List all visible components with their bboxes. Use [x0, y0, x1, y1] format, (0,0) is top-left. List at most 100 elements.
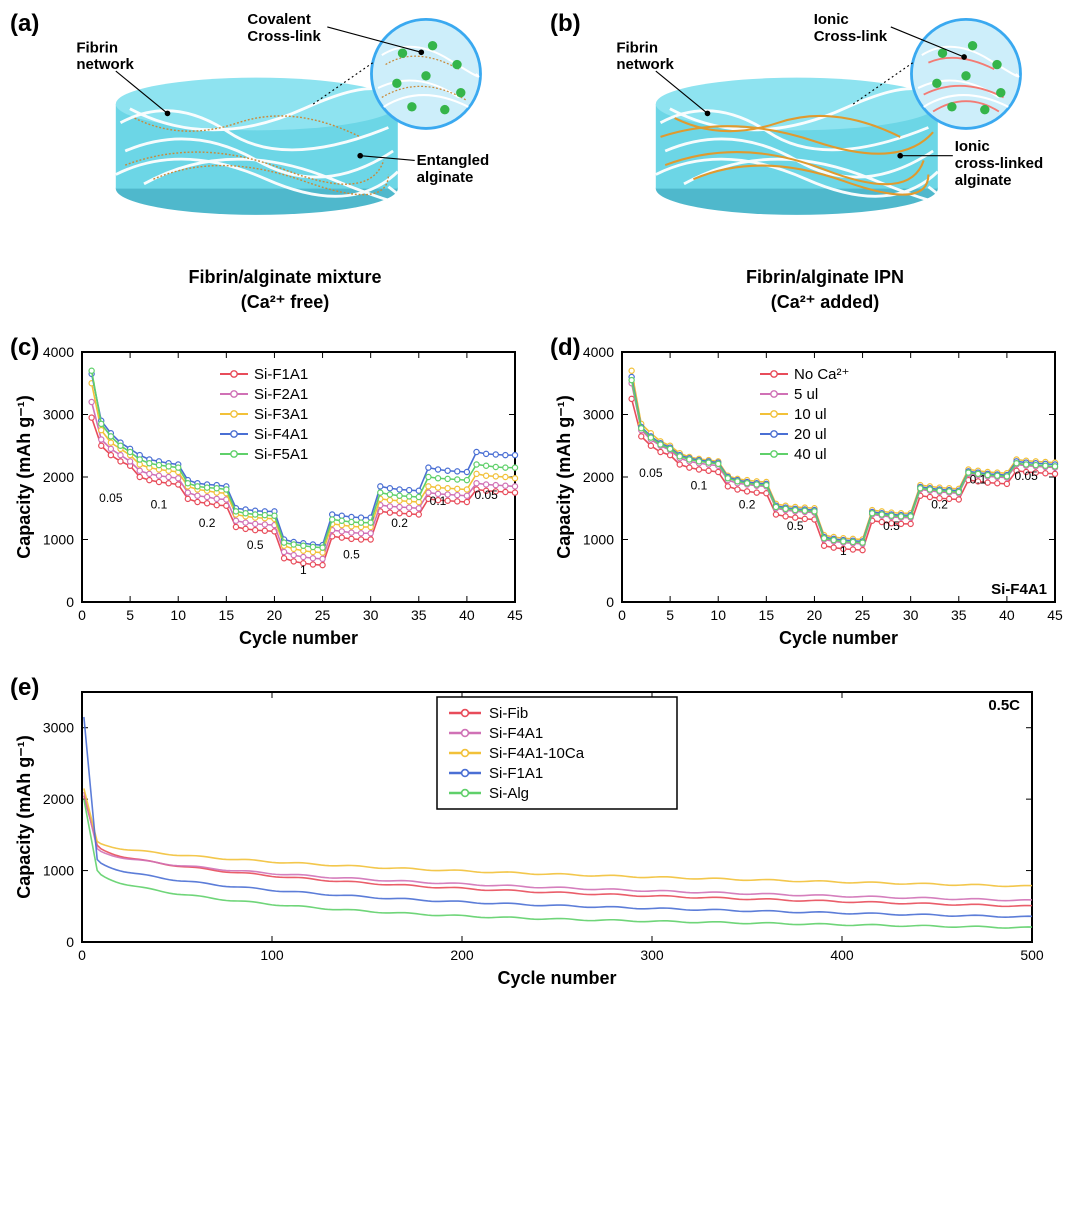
- svg-text:45: 45: [507, 607, 523, 623]
- ann-covalent: CovalentCross-link: [247, 11, 321, 45]
- row-ab: (a): [10, 10, 1070, 314]
- panel-e: (e) 01002003004005000100020003000Capacit…: [10, 674, 1070, 994]
- ann-ionic-alg: Ioniccross-linkedalginate: [955, 138, 1043, 189]
- panel-b-label: (b): [550, 10, 581, 38]
- panel-c-label: (c): [10, 334, 39, 362]
- svg-text:400: 400: [830, 947, 854, 963]
- svg-text:0.5: 0.5: [787, 519, 804, 533]
- svg-text:3000: 3000: [43, 406, 74, 422]
- panel-b-caption: Fibrin/alginate IPN (Ca²⁺ added): [590, 265, 1060, 314]
- svg-text:30: 30: [363, 607, 379, 623]
- diagram-b-svg: Fibrinnetwork IonicCross-link Ioniccross…: [590, 10, 1060, 254]
- svg-text:20 ul: 20 ul: [794, 426, 827, 443]
- chart-e: 01002003004005000100020003000Capacity (m…: [10, 674, 1050, 994]
- svg-text:1000: 1000: [43, 531, 74, 547]
- svg-text:0: 0: [78, 607, 86, 623]
- svg-text:0.2: 0.2: [931, 497, 948, 511]
- panel-d: (d) 05101520253035404501000200030004000C…: [550, 334, 1070, 654]
- svg-text:Cycle number: Cycle number: [779, 628, 898, 648]
- svg-text:Si-F4A1-10Ca: Si-F4A1-10Ca: [489, 745, 585, 762]
- svg-text:200: 200: [450, 947, 474, 963]
- svg-text:0: 0: [66, 594, 74, 610]
- svg-text:Capacity (mAh g⁻¹): Capacity (mAh g⁻¹): [14, 395, 34, 559]
- svg-text:10: 10: [170, 607, 186, 623]
- svg-text:Si-F1A1: Si-F1A1: [489, 765, 543, 782]
- panel-a-diagram: Fibrinnetwork CovalentCross-link Entangl…: [50, 10, 520, 314]
- svg-text:10: 10: [710, 607, 726, 623]
- svg-text:Capacity (mAh g⁻¹): Capacity (mAh g⁻¹): [554, 395, 574, 559]
- svg-text:0.5: 0.5: [247, 538, 264, 552]
- svg-text:0.5: 0.5: [343, 547, 360, 561]
- svg-text:3000: 3000: [583, 406, 614, 422]
- ann-fibrin: Fibrinnetwork: [76, 39, 134, 73]
- svg-text:40: 40: [999, 607, 1015, 623]
- panel-d-label: (d): [550, 334, 581, 362]
- svg-text:40: 40: [459, 607, 475, 623]
- svg-text:35: 35: [411, 607, 427, 623]
- svg-text:20: 20: [807, 607, 823, 623]
- svg-text:2000: 2000: [43, 469, 74, 485]
- panel-a: (a): [10, 10, 530, 314]
- svg-text:1000: 1000: [43, 863, 74, 879]
- svg-text:500: 500: [1020, 947, 1044, 963]
- panel-a-caption: Fibrin/alginate mixture (Ca²⁺ free): [50, 265, 520, 314]
- svg-text:100: 100: [260, 947, 284, 963]
- svg-text:35: 35: [951, 607, 967, 623]
- svg-text:0: 0: [66, 934, 74, 950]
- svg-text:4000: 4000: [43, 344, 74, 360]
- svg-text:4000: 4000: [583, 344, 614, 360]
- panel-c: (c) 0 5 10 15 20 25 30 35 40 45 0 1000 2000 3000 4000 C…: [10, 334, 530, 654]
- panel-b: (b): [550, 10, 1070, 314]
- svg-text:15: 15: [219, 607, 235, 623]
- svg-text:Cycle number: Cycle number: [497, 968, 616, 988]
- svg-text:Si-F4A1: Si-F4A1: [991, 581, 1047, 598]
- svg-text:0.05: 0.05: [474, 488, 498, 502]
- svg-text:0.05: 0.05: [1014, 469, 1038, 483]
- ann-ent-alg: Entangledalginate: [417, 152, 490, 186]
- svg-text:25: 25: [855, 607, 871, 623]
- svg-text:1000: 1000: [583, 531, 614, 547]
- svg-text:Cycle number: Cycle number: [239, 628, 358, 648]
- svg-text:0: 0: [618, 607, 626, 623]
- svg-text:0.1: 0.1: [430, 494, 447, 508]
- figure: (a): [0, 0, 1080, 1024]
- svg-text:20: 20: [267, 607, 283, 623]
- svg-text:0.2: 0.2: [391, 516, 408, 530]
- svg-text:5: 5: [666, 607, 674, 623]
- svg-text:Si-F4A1: Si-F4A1: [489, 725, 543, 742]
- panel-e-label: (e): [10, 674, 39, 702]
- svg-text:0.05: 0.05: [99, 491, 123, 505]
- svg-text:0.1: 0.1: [970, 472, 987, 486]
- svg-text:5 ul: 5 ul: [794, 386, 818, 403]
- svg-text:5: 5: [126, 607, 134, 623]
- svg-text:10 ul: 10 ul: [794, 406, 827, 423]
- svg-text:1: 1: [300, 563, 307, 577]
- ann-ionic: IonicCross-link: [814, 11, 888, 45]
- chart-c: 0 5 10 15 20 25 30 35 40 45 0 1000 2000 3000 4000 Capac…: [10, 334, 530, 654]
- svg-text:0.1: 0.1: [151, 497, 168, 511]
- svg-text:0.1: 0.1: [691, 478, 708, 492]
- svg-text:Si-F3A1: Si-F3A1: [254, 406, 308, 423]
- svg-text:Si-F1A1: Si-F1A1: [254, 366, 308, 383]
- svg-text:40 ul: 40 ul: [794, 446, 827, 463]
- svg-text:0.5C: 0.5C: [988, 697, 1020, 714]
- svg-text:Si-F5A1: Si-F5A1: [254, 446, 308, 463]
- ann-fibrin-b: Fibrinnetwork: [616, 39, 674, 73]
- svg-text:Capacity (mAh g⁻¹): Capacity (mAh g⁻¹): [14, 735, 34, 899]
- row-e: (e) 01002003004005000100020003000Capacit…: [10, 674, 1070, 994]
- svg-text:0.05: 0.05: [639, 466, 663, 480]
- panel-a-label: (a): [10, 10, 39, 38]
- row-cd: (c) 05101520253035404501000200030004000C…: [10, 334, 1070, 654]
- svg-text:0: 0: [78, 947, 86, 963]
- svg-text:1: 1: [840, 544, 847, 558]
- svg-text:Si-Fib: Si-Fib: [489, 705, 528, 722]
- svg-text:2000: 2000: [583, 469, 614, 485]
- svg-text:2000: 2000: [43, 791, 74, 807]
- svg-text:Si-F2A1: Si-F2A1: [254, 386, 308, 403]
- svg-text:15: 15: [759, 607, 775, 623]
- panel-b-diagram: Fibrinnetwork IonicCross-link Ioniccross…: [590, 10, 1060, 314]
- svg-text:300: 300: [640, 947, 664, 963]
- svg-text:0.5: 0.5: [883, 519, 900, 533]
- svg-text:25: 25: [315, 607, 331, 623]
- svg-text:0.2: 0.2: [199, 516, 216, 530]
